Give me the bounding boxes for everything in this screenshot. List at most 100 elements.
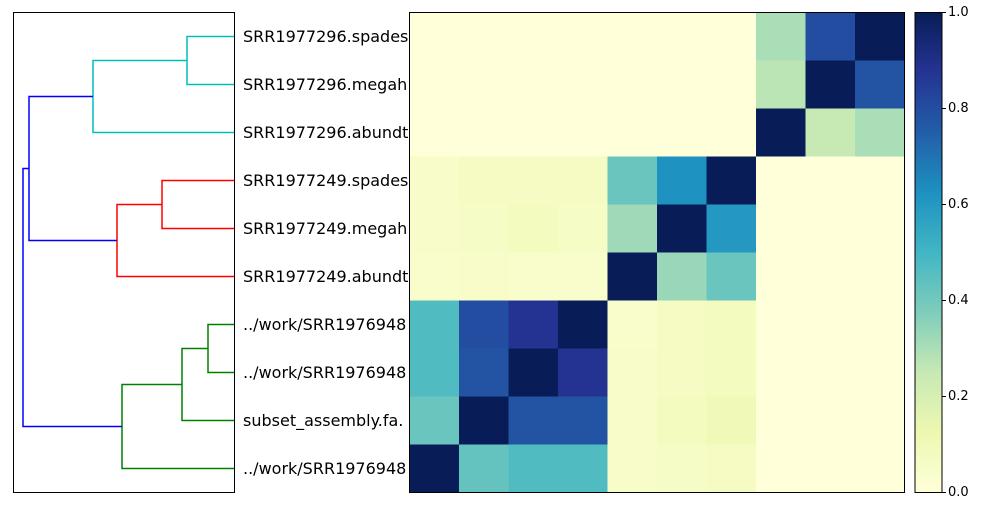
heatmap-cell bbox=[409, 156, 460, 205]
row-label: SRR1977296.megah bbox=[243, 75, 407, 94]
heatmap-cell bbox=[508, 444, 559, 493]
heatmap-cell bbox=[756, 396, 806, 445]
heatmap-cell bbox=[508, 396, 559, 445]
heatmap-cell bbox=[805, 60, 856, 109]
heatmap-cell bbox=[756, 252, 806, 301]
heatmap-frame bbox=[409, 12, 905, 493]
heatmap-cell bbox=[855, 12, 905, 61]
heatmap-cell bbox=[558, 156, 608, 205]
heatmap-cell bbox=[558, 12, 608, 61]
heatmap-cell bbox=[855, 300, 905, 349]
colorbar-tick-label: 0.6 bbox=[948, 197, 969, 212]
dendrogram-frame bbox=[13, 12, 235, 493]
dendrogram-link bbox=[121, 383, 234, 470]
heatmap-cell bbox=[706, 12, 757, 61]
heatmap-cell bbox=[459, 348, 509, 397]
dendrogram-link bbox=[22, 167, 122, 428]
row-label: ../work/SRR1976948 bbox=[243, 315, 406, 334]
heatmap-cell bbox=[657, 204, 707, 253]
row-label: SRR1977296.spades bbox=[243, 27, 408, 46]
heatmap-cell bbox=[409, 252, 460, 301]
heatmap-cell bbox=[706, 300, 757, 349]
row-label: SRR1977249.megah bbox=[243, 219, 407, 238]
heatmap-cell bbox=[607, 60, 658, 109]
heatmap-cell bbox=[756, 12, 806, 61]
dendrogram bbox=[22, 35, 234, 470]
heatmap-cell bbox=[855, 204, 905, 253]
heatmap-cell bbox=[706, 204, 757, 253]
heatmap-cells bbox=[409, 12, 905, 493]
heatmap-cell bbox=[558, 396, 608, 445]
row-label: SRR1977296.abundt bbox=[243, 123, 408, 142]
heatmap-cell bbox=[607, 300, 658, 349]
heatmap-cell bbox=[558, 204, 608, 253]
colorbar-tick-label: 0.2 bbox=[948, 389, 969, 404]
heatmap-cell bbox=[607, 444, 658, 493]
heatmap-cell bbox=[805, 348, 856, 397]
heatmap-cell bbox=[508, 252, 559, 301]
heatmap-cell bbox=[409, 444, 460, 493]
heatmap-cell bbox=[657, 300, 707, 349]
dendrogram-link bbox=[28, 95, 117, 242]
dendrogram-link bbox=[186, 35, 234, 86]
heatmap-cell bbox=[805, 108, 856, 157]
heatmap-cell bbox=[508, 204, 559, 253]
heatmap-cell bbox=[756, 60, 806, 109]
heatmap-cell bbox=[409, 300, 460, 349]
heatmap-cell bbox=[706, 108, 757, 157]
heatmap-cell bbox=[558, 60, 608, 109]
heatmap-cell bbox=[409, 348, 460, 397]
heatmap-cell bbox=[607, 348, 658, 397]
heatmap-cell bbox=[805, 156, 856, 205]
heatmap-cell bbox=[508, 156, 559, 205]
heatmap-cell bbox=[508, 12, 559, 61]
heatmap-cell bbox=[508, 60, 559, 109]
heatmap-cell bbox=[409, 108, 460, 157]
dendrogram-link bbox=[116, 203, 234, 278]
heatmap-cell bbox=[805, 300, 856, 349]
heatmap-cell bbox=[805, 444, 856, 493]
colorbar-tick-label: 0.8 bbox=[948, 101, 969, 116]
heatmap-cell bbox=[706, 444, 757, 493]
heatmap-cell bbox=[855, 348, 905, 397]
heatmap-cell bbox=[855, 396, 905, 445]
row-labels: SRR1977296.spades SRR1977296.megah SRR1977… bbox=[243, 27, 408, 478]
heatmap-cell bbox=[607, 204, 658, 253]
heatmap-cell bbox=[805, 252, 856, 301]
colorbar-tick-label: 1.0 bbox=[948, 5, 969, 20]
row-label: SRR1977249.abundt bbox=[243, 267, 408, 286]
heatmap-cell bbox=[805, 12, 856, 61]
heatmap-cell bbox=[459, 204, 509, 253]
heatmap-cell bbox=[706, 156, 757, 205]
heatmap-cell bbox=[855, 252, 905, 301]
colorbar bbox=[914, 12, 943, 493]
heatmap-cell bbox=[657, 444, 707, 493]
heatmap-cell bbox=[508, 348, 559, 397]
heatmap-cell bbox=[409, 204, 460, 253]
heatmap-cell bbox=[607, 12, 658, 61]
heatmap-cell bbox=[756, 108, 806, 157]
heatmap-cell bbox=[508, 300, 559, 349]
row-label: SRR1977249.spades bbox=[243, 171, 408, 190]
heatmap-cell bbox=[459, 12, 509, 61]
heatmap-cell bbox=[805, 396, 856, 445]
heatmap-cell bbox=[459, 252, 509, 301]
heatmap-cell bbox=[657, 348, 707, 397]
heatmap-cell bbox=[508, 108, 559, 157]
dendrogram-link bbox=[92, 59, 234, 134]
heatmap-cell bbox=[558, 252, 608, 301]
row-label: subset_assembly.fa. bbox=[243, 411, 403, 431]
heatmap-cell bbox=[558, 348, 608, 397]
heatmap-cell bbox=[855, 444, 905, 493]
heatmap-cell bbox=[855, 60, 905, 109]
heatmap-cell bbox=[607, 156, 658, 205]
colorbar-ticks: 0.0 0.2 0.4 0.6 0.8 1.0 bbox=[942, 5, 969, 500]
heatmap-cell bbox=[459, 156, 509, 205]
heatmap-cell bbox=[459, 108, 509, 157]
heatmap-cell bbox=[409, 12, 460, 61]
heatmap-cell bbox=[756, 348, 806, 397]
heatmap-cell bbox=[805, 204, 856, 253]
heatmap-cell bbox=[706, 396, 757, 445]
colorbar-tick-label: 0.4 bbox=[948, 293, 969, 308]
heatmap-cell bbox=[409, 396, 460, 445]
